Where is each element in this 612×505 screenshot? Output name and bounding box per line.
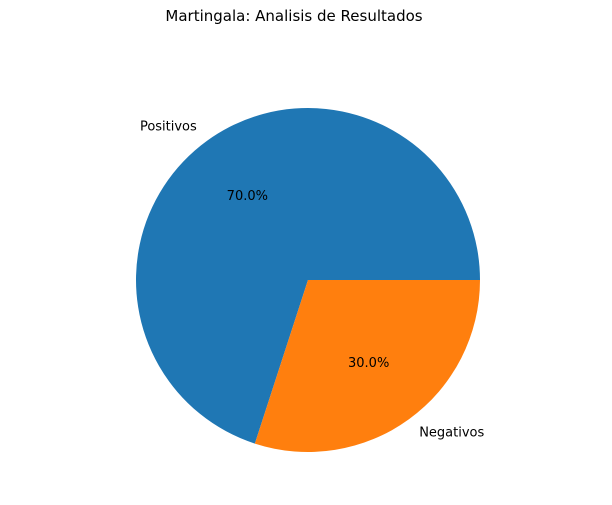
pie-slices xyxy=(135,108,481,452)
pie-labels: Positivos 70.0% Negativos 30.0% xyxy=(140,119,485,440)
pie-slice-positivos xyxy=(135,108,481,444)
pie-slice-negativos xyxy=(254,280,480,452)
percent-label-positivos: 70.0% xyxy=(227,189,268,204)
percent-label-negativos: 30.0% xyxy=(348,356,389,371)
slice-label-positivos: Positivos xyxy=(140,119,197,134)
slice-label-negativos: Negativos xyxy=(419,426,484,441)
chart-title: Martingala: Analisis de Resultados xyxy=(165,7,422,25)
